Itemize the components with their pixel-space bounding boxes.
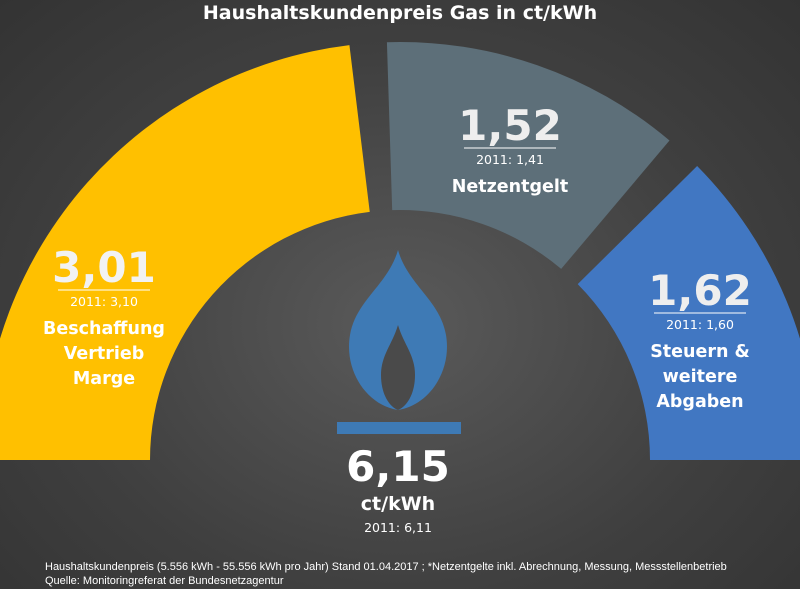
segment-1-value: 3,01 [52, 243, 156, 292]
segment-2-label-1: Netzentgelt [452, 177, 569, 197]
flame-inner [381, 325, 415, 410]
segment-2-value: 1,52 [458, 101, 562, 150]
footnote-line-2: Quelle: Monitoringreferat der Bundesnetz… [45, 575, 284, 587]
total-previous: 2011: 6,11 [364, 520, 432, 535]
segment-3-label-3: Abgaben [656, 392, 743, 412]
segment-3-previous: 2011: 1,60 [666, 317, 734, 332]
segment-1-label-2: Vertrieb [64, 344, 144, 364]
chart-title: Haushaltskundenpreis Gas in ct/kWh [203, 2, 597, 24]
segments-layer: 3,01 2011: 3,10 Beschaffung Vertrieb Marge 1,… [0, 42, 800, 460]
segment-2-previous: 2011: 1,41 [476, 152, 544, 167]
segment-1-label-1: Beschaffung [43, 319, 165, 339]
total-value: 6,15 [346, 442, 450, 491]
segment-1-previous: 2011: 3,10 [70, 294, 138, 309]
segment-1 [0, 45, 370, 460]
total-unit: ct/kWh [361, 493, 435, 515]
segment-3-label-2: weitere [663, 367, 738, 387]
segment-3-label-1: Steuern & [650, 342, 750, 362]
segment-3-value: 1,62 [648, 266, 752, 315]
gas-flame-icon [337, 250, 461, 434]
segment-1-label-3: Marge [73, 369, 135, 389]
flame-base [337, 422, 461, 434]
segment-2 [386, 42, 670, 269]
footnote-line-1: Haushaltskundenpreis (5.556 kWh - 55.556… [45, 561, 727, 573]
